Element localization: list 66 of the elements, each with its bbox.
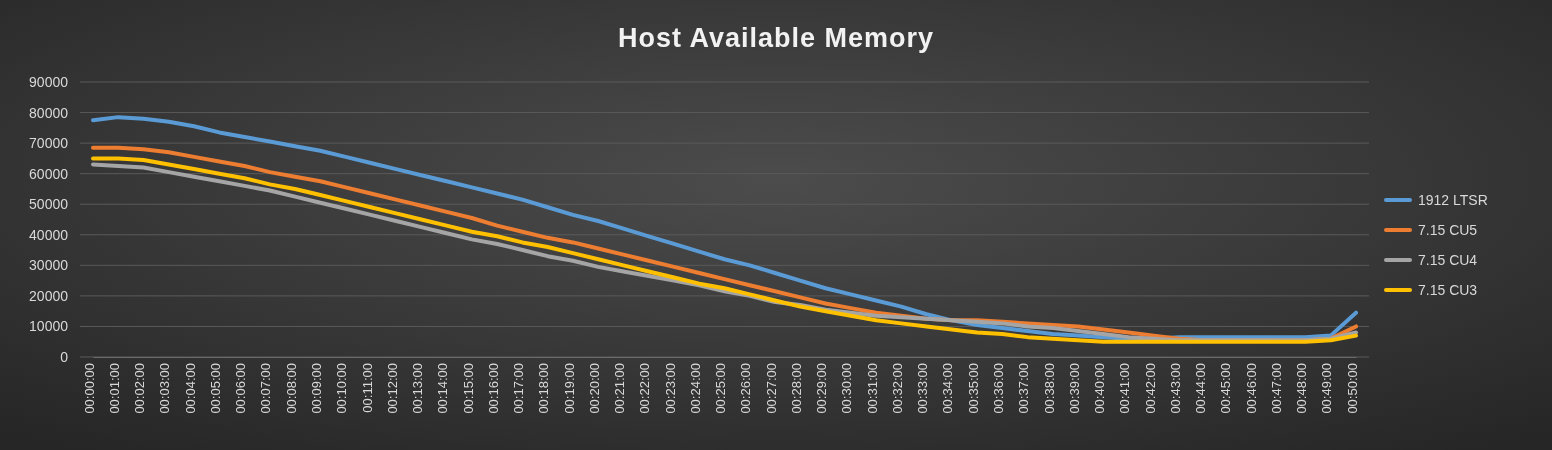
x-tick-label: 00:13:00 (410, 363, 426, 414)
x-tick-label: 00:42:00 (1142, 363, 1158, 414)
x-tick-label: 00:01:00 (106, 363, 122, 414)
x-tick-label: 00:07:00 (258, 363, 274, 414)
x-tick-label: 00:47:00 (1268, 363, 1284, 414)
x-tick-label: 00:20:00 (586, 363, 602, 414)
x-tick-label: 00:48:00 (1294, 363, 1310, 414)
x-tick-label: 00:30:00 (839, 363, 855, 414)
x-tick-label: 00:45:00 (1218, 363, 1234, 414)
y-tick-label: 70000 (29, 135, 69, 152)
y-tick-label: 50000 (29, 196, 69, 213)
y-tick-label: 10000 (29, 318, 69, 335)
x-tick-label: 00:26:00 (738, 363, 754, 414)
x-tick-label: 00:04:00 (182, 363, 198, 414)
x-tick-label: 00:09:00 (308, 363, 324, 414)
x-tick-label: 00:10:00 (334, 363, 350, 414)
x-tick-label: 00:03:00 (157, 363, 173, 414)
x-tick-label: 00:33:00 (915, 363, 931, 414)
x-tick-label: 00:21:00 (612, 363, 628, 414)
x-tick-label: 00:19:00 (561, 363, 577, 414)
x-tick-label: 00:38:00 (1041, 363, 1057, 414)
y-tick-label: 80000 (29, 104, 69, 121)
chart-title: Host Available Memory (617, 23, 935, 53)
x-tick-label: 00:24:00 (687, 363, 703, 414)
x-tick-label: 00:43:00 (1167, 363, 1183, 414)
x-tick-label: 00:27:00 (763, 363, 779, 414)
x-tick-label: 00:16:00 (485, 363, 501, 414)
x-tick-label: 00:29:00 (814, 363, 830, 414)
y-tick-label: 30000 (29, 257, 69, 274)
x-tick-label: 00:00:00 (81, 363, 97, 414)
x-tick-label: 00:37:00 (1016, 363, 1032, 414)
x-tick-label: 00:39:00 (1066, 363, 1082, 414)
legend-label: 7.15 CU3 (1418, 282, 1478, 298)
y-tick-label: 20000 (29, 287, 69, 304)
x-tick-label: 00:28:00 (788, 363, 804, 414)
x-tick-label: 00:11:00 (359, 363, 375, 413)
x-tick-label: 00:41:00 (1117, 363, 1133, 414)
x-tick-label: 00:31:00 (864, 363, 880, 414)
x-tick-label: 00:36:00 (991, 363, 1007, 414)
x-tick-label: 00:25:00 (713, 363, 729, 414)
x-tick-label: 00:18:00 (536, 363, 552, 414)
legend-label: 7.15 CU4 (1418, 252, 1478, 268)
x-tick-label: 00:46:00 (1243, 363, 1259, 414)
x-tick-label: 00:14:00 (435, 363, 451, 414)
x-tick-label: 00:49:00 (1319, 363, 1335, 414)
x-tick-label: 00:02:00 (132, 363, 148, 414)
y-tick-label: 40000 (29, 226, 69, 243)
x-tick-label: 00:08:00 (283, 363, 299, 414)
x-tick-label: 00:22:00 (637, 363, 653, 414)
x-tick-label: 00:34:00 (940, 363, 956, 414)
x-tick-label: 00:23:00 (662, 363, 678, 414)
x-tick-label: 00:06:00 (233, 363, 249, 414)
x-tick-label: 00:40:00 (1092, 363, 1108, 414)
x-tick-label: 00:17:00 (511, 363, 527, 414)
legend-label: 7.15 CU5 (1418, 222, 1478, 238)
x-tick-label: 00:12:00 (384, 363, 400, 414)
x-tick-label: 00:44:00 (1193, 363, 1209, 414)
x-tick-label: 00:15:00 (460, 363, 476, 414)
x-tick-label: 00:32:00 (889, 363, 905, 414)
x-tick-label: 00:50:00 (1344, 363, 1360, 414)
x-tick-label: 00:05:00 (207, 363, 223, 414)
y-tick-label: 90000 (29, 73, 69, 90)
y-tick-label: 60000 (29, 165, 69, 182)
y-tick-label: 0 (60, 348, 69, 365)
x-tick-label: 00:35:00 (965, 363, 981, 414)
legend-label: 1912 LTSR (1418, 192, 1488, 208)
